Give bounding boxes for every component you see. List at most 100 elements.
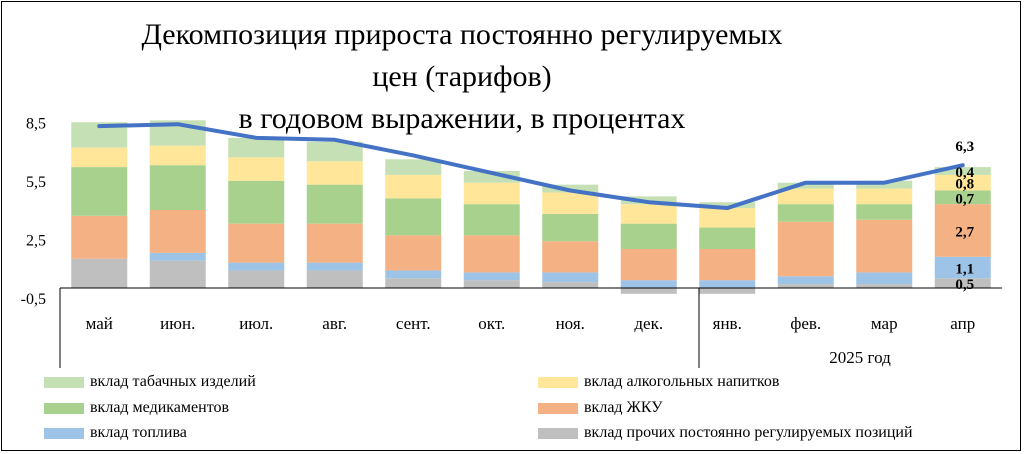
legend-swatch xyxy=(538,427,578,439)
bar-segment xyxy=(463,171,520,183)
bar-segment xyxy=(228,157,285,181)
y-tick-label: 8,5 xyxy=(26,115,46,132)
bar-segment xyxy=(463,235,520,273)
legend-item-other: вклад прочих постоянно регулируемых пози… xyxy=(538,422,913,444)
bar-segment xyxy=(620,288,677,294)
bar-segment xyxy=(463,272,520,281)
bar-segment xyxy=(777,221,834,277)
bar-segment xyxy=(149,165,206,210)
bar-segment xyxy=(699,227,756,249)
bar-segment xyxy=(463,182,520,205)
total-line xyxy=(97,122,965,211)
bar-segment xyxy=(856,284,913,288)
chart-title-line-3: в годовом выражении, в процентах xyxy=(238,102,686,135)
legend-item-tobacco: вклад табачных изделий xyxy=(44,371,256,393)
x-tick-label: май xyxy=(86,314,113,333)
bar-segment xyxy=(71,167,128,216)
bar-segment xyxy=(306,223,363,263)
x-tick-label: мар xyxy=(871,314,898,333)
bar-segment xyxy=(463,204,520,236)
legend-swatch xyxy=(44,376,84,388)
bar-segment xyxy=(306,184,363,224)
year-label: 2025 год xyxy=(829,348,891,367)
bar-segment xyxy=(620,223,677,249)
bar-segment xyxy=(71,147,128,168)
bar-segment xyxy=(542,213,599,242)
x-tick-label: дек. xyxy=(634,314,663,333)
data-label: 0,8 xyxy=(955,177,974,193)
x-tick-label: июл. xyxy=(239,314,273,333)
chart-title-line-2: цен (тарифов) xyxy=(372,60,552,93)
bar-segment xyxy=(306,141,363,162)
legend-swatch xyxy=(44,402,84,414)
bar-segment xyxy=(385,198,442,236)
bar-segment xyxy=(228,223,285,263)
bar-segment xyxy=(149,252,206,261)
legend-item-medicines: вклад медикаментов xyxy=(44,397,229,419)
bar-segment xyxy=(934,256,991,279)
legend-label: вклад медикаментов xyxy=(90,399,230,416)
bar-segment xyxy=(934,190,991,205)
bar-segment xyxy=(934,167,991,175)
legend-label: вклад ЖКУ xyxy=(584,399,663,416)
bar-segment xyxy=(542,192,599,214)
y-tick-label: -0,5 xyxy=(21,291,46,308)
bar-segment xyxy=(777,284,834,288)
legend-swatch xyxy=(538,402,578,414)
bar-segment xyxy=(699,208,756,228)
legend-item-housing: вклад ЖКУ xyxy=(538,397,663,419)
bar-segment xyxy=(934,204,991,257)
bar-segment xyxy=(542,282,599,288)
bar-segment xyxy=(777,204,834,222)
bar-segment xyxy=(934,278,991,288)
bar-segment xyxy=(385,278,442,288)
bar-segment xyxy=(385,174,442,199)
legend-label: вклад топлива xyxy=(90,424,187,441)
bar-segment xyxy=(149,260,206,288)
bar-segment xyxy=(385,270,442,279)
bar-segment xyxy=(699,202,756,209)
legend-label: вклад прочих постоянно регулируемых пози… xyxy=(584,424,913,441)
bar-segment xyxy=(228,180,285,224)
bar-segment xyxy=(777,182,834,189)
bar-segment xyxy=(306,270,363,288)
x-tick-label: янв. xyxy=(713,314,742,333)
bar-segment xyxy=(856,219,913,273)
bar-segment xyxy=(699,280,756,288)
bar-segment xyxy=(856,272,913,285)
legend-item-alcohol: вклад алкогольных напитков xyxy=(538,371,779,393)
legend-label: вклад табачных изделий xyxy=(90,373,256,390)
x-tick-label: апр xyxy=(950,314,975,333)
bar-segment xyxy=(777,276,834,285)
bar-segment xyxy=(777,188,834,205)
total-data-label: 6,3 xyxy=(955,139,974,155)
legend-swatch xyxy=(538,376,578,388)
bar-segment xyxy=(699,249,756,281)
bar-segment xyxy=(620,249,677,281)
bar-segment xyxy=(699,288,756,294)
bar-segment xyxy=(306,262,363,271)
data-label: 0,4 xyxy=(955,165,974,181)
y-tick-label: 2,5 xyxy=(26,232,46,249)
bar-segment xyxy=(228,270,285,288)
legend-label: вклад алкогольных напитков xyxy=(584,373,780,390)
legend-swatch xyxy=(44,427,84,439)
bar-segment xyxy=(71,258,128,288)
bar-segment xyxy=(228,262,285,271)
chart-title-line-1: Декомпозиция прироста постоянно регулиру… xyxy=(141,18,783,51)
x-tick-label: июн. xyxy=(160,314,195,333)
bar-segment xyxy=(385,159,442,175)
data-label: 2,7 xyxy=(955,224,974,240)
bar-segment xyxy=(149,210,206,253)
bar-segment xyxy=(228,137,285,158)
x-tick-label: ноя. xyxy=(556,314,585,333)
x-tick-label: фев. xyxy=(790,314,821,333)
bar-segment xyxy=(542,272,599,283)
data-label: 0,5 xyxy=(955,277,974,293)
bar-segment xyxy=(856,204,913,220)
bar-segment xyxy=(463,280,520,288)
x-tick-label: сент. xyxy=(396,314,431,333)
y-tick-label: 5,5 xyxy=(26,174,46,191)
